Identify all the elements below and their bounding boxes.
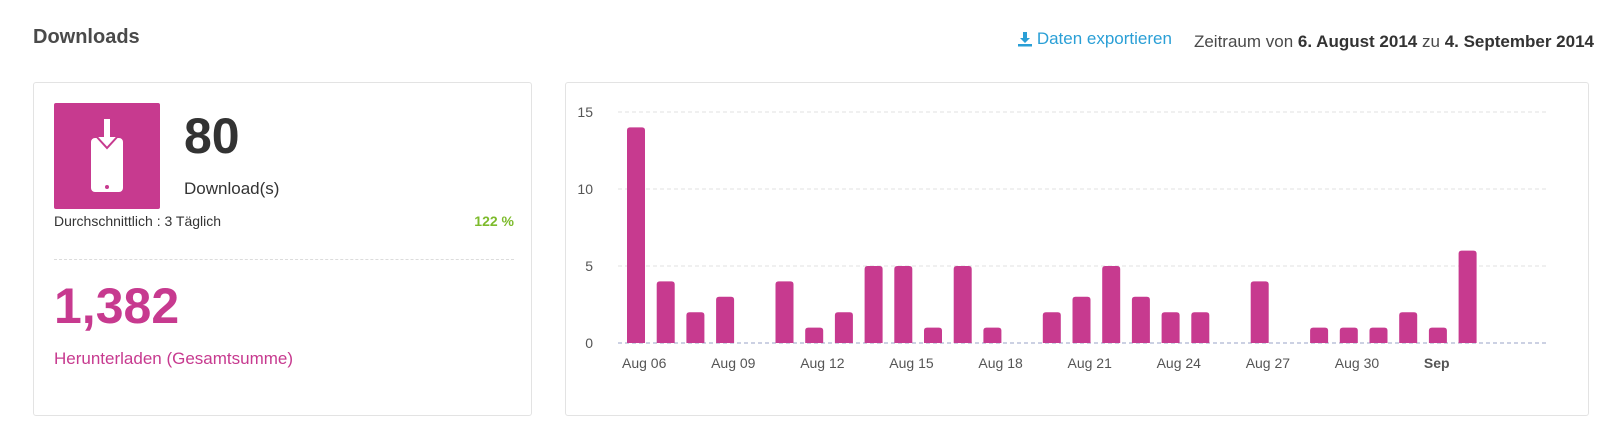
- x-tick-label: Aug 30: [1335, 355, 1380, 371]
- x-tick-label: Sep: [1424, 355, 1450, 371]
- bar-aug-27[interactable]: [1250, 281, 1269, 343]
- bar-aug-31[interactable]: [1369, 327, 1388, 343]
- x-tick-label: Aug 15: [889, 355, 934, 371]
- period-range: Zeitraum von 6. August 2014 zu 4. Septem…: [1194, 32, 1594, 52]
- change-percent: 122 %: [474, 213, 514, 229]
- download-icon: [1017, 32, 1032, 47]
- x-tick-label: Aug 24: [1157, 355, 1202, 371]
- total-downloads: 1,382: [54, 278, 180, 334]
- period-prefix: Zeitraum von: [1193, 32, 1294, 51]
- bar-aug-06[interactable]: [627, 127, 645, 344]
- x-tick-label: Aug 12: [800, 355, 845, 371]
- stats-card: 80 Download(s) Durchschnittlich : 3 Tägl…: [33, 82, 532, 416]
- period-end: 4. September 2014: [1444, 32, 1594, 51]
- bar-aug-13[interactable]: [834, 312, 853, 343]
- x-tick-label: Aug 09: [711, 355, 756, 371]
- x-tick-label: Aug 06: [622, 355, 667, 371]
- bar-sep-01[interactable]: [1399, 312, 1418, 343]
- y-tick-label: 15: [577, 104, 593, 120]
- x-tick-label: Aug 21: [1068, 355, 1113, 371]
- bar-aug-14[interactable]: [864, 266, 883, 343]
- bar-aug-25[interactable]: [1191, 312, 1210, 343]
- y-tick-label: 0: [585, 335, 593, 351]
- y-tick-label: 10: [577, 181, 593, 197]
- bar-aug-08[interactable]: [686, 312, 705, 343]
- average-row: Durchschnittlich : 3 Täglich 122 %: [54, 213, 514, 229]
- bar-aug-22[interactable]: [1102, 266, 1121, 343]
- bar-aug-23[interactable]: [1131, 296, 1150, 343]
- header-right: Daten exportieren Zeitraum von 6. August…: [1017, 29, 1594, 52]
- downloads-bar-chart: 0 5 10 15 Aug 06 Aug 09 Aug 12 Aug 15 Aug 18 Aug …: [577, 104, 1546, 371]
- bar-aug-24[interactable]: [1161, 312, 1180, 343]
- bar-aug-20[interactable]: [1042, 312, 1061, 343]
- downloads-count: 80: [184, 108, 240, 164]
- period-mid: zu: [1421, 32, 1440, 51]
- bar-aug-16[interactable]: [924, 327, 942, 343]
- downloads-label: Download(s): [184, 179, 280, 198]
- bar-aug-09[interactable]: [716, 296, 735, 343]
- divider: [54, 259, 514, 260]
- bar-aug-17[interactable]: [953, 266, 972, 343]
- export-data-link[interactable]: Daten exportieren: [1017, 29, 1172, 49]
- period-start: 6. August 2014: [1297, 32, 1418, 51]
- bar-sep-03[interactable]: [1458, 250, 1477, 343]
- x-tick-label: Aug 18: [978, 355, 1023, 371]
- export-data-label: Daten exportieren: [1036, 29, 1172, 48]
- bar-aug-12[interactable]: [805, 327, 824, 343]
- bar-aug-11[interactable]: [775, 281, 794, 343]
- bar-aug-18[interactable]: [983, 327, 1002, 343]
- bar-aug-21[interactable]: [1072, 296, 1091, 343]
- bar-aug-15[interactable]: [894, 266, 913, 343]
- phone-download-icon: [54, 103, 160, 209]
- y-tick-label: 5: [585, 258, 593, 274]
- x-tick-label: Aug 27: [1246, 355, 1291, 371]
- bar-aug-07[interactable]: [656, 281, 675, 343]
- bar-aug-30[interactable]: [1339, 327, 1358, 343]
- average-label: Durchschnittlich : 3 Täglich: [54, 213, 222, 229]
- chart-card: 0 5 10 15 Aug 06 Aug 09 Aug 12 Aug 15 Aug 18 Aug …: [565, 82, 1589, 416]
- bar-aug-29[interactable]: [1310, 327, 1329, 343]
- bar-sep-02[interactable]: [1428, 327, 1447, 343]
- total-downloads-label: Herunterladen (Gesamtsumme): [54, 349, 294, 368]
- page-title: Downloads: [33, 26, 140, 48]
